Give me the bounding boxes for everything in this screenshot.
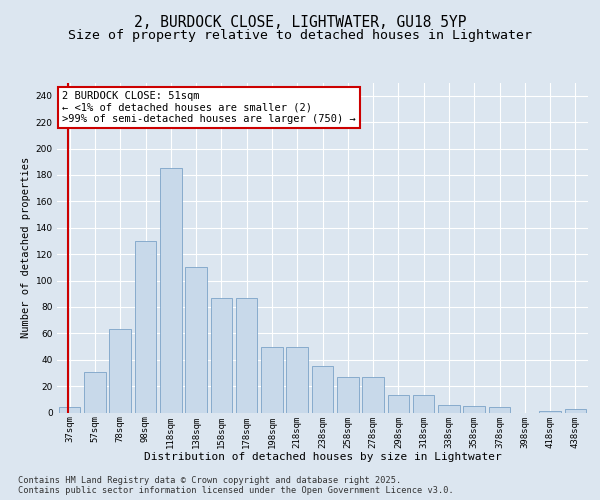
Bar (59, 407, 80, 412)
Bar (211, 298, 232, 412)
Bar (413, 396, 434, 412)
Bar (261, 346, 283, 412)
Bar (185, 268, 207, 412)
Bar (160, 168, 182, 412)
Bar (362, 377, 384, 412)
Bar (236, 298, 257, 412)
Y-axis label: Number of detached properties: Number of detached properties (22, 157, 31, 338)
Bar (109, 330, 131, 412)
Text: Contains HM Land Registry data © Crown copyright and database right 2025.
Contai: Contains HM Land Registry data © Crown c… (18, 476, 454, 496)
Bar (286, 346, 308, 412)
Text: 2, BURDOCK CLOSE, LIGHTWATER, GU18 5YP: 2, BURDOCK CLOSE, LIGHTWATER, GU18 5YP (134, 15, 466, 30)
Bar (463, 406, 485, 412)
Bar (84, 372, 106, 412)
Bar (135, 241, 156, 412)
X-axis label: Distribution of detached houses by size in Lightwater: Distribution of detached houses by size … (143, 452, 502, 462)
Bar (539, 411, 561, 412)
Bar (388, 396, 409, 412)
Bar (312, 366, 333, 412)
Bar (337, 377, 359, 412)
Text: Size of property relative to detached houses in Lightwater: Size of property relative to detached ho… (68, 29, 532, 42)
Bar (438, 404, 460, 412)
Bar (565, 408, 586, 412)
Bar (489, 407, 510, 412)
Text: 2 BURDOCK CLOSE: 51sqm
← <1% of detached houses are smaller (2)
>99% of semi-det: 2 BURDOCK CLOSE: 51sqm ← <1% of detached… (62, 91, 356, 124)
